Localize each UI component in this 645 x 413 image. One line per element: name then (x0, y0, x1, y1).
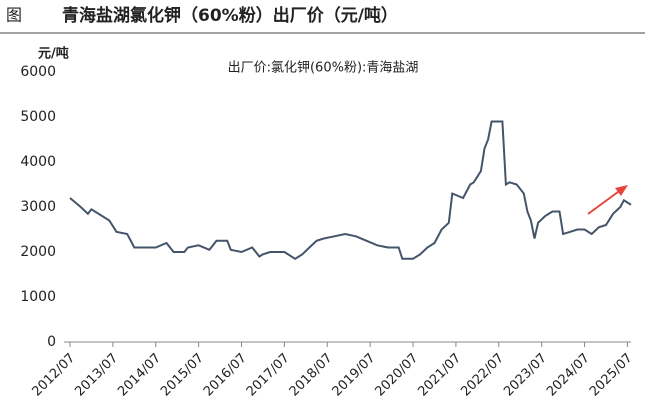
x-tick-label: 2017/07 (244, 351, 293, 400)
y-tick-label: 4000 (20, 154, 56, 170)
x-tick-label: 2015/07 (158, 351, 207, 400)
y-tick-label: 3000 (20, 199, 56, 215)
chart-title: 青海盐湖氯化钾（60%粉）出厂价（元/吨） (62, 5, 398, 26)
x-tick-label: 2024/07 (544, 351, 593, 400)
legend-label: 出厂价:氯化钾(60%粉):青海盐湖 (228, 61, 419, 76)
x-tick-label: 2019/07 (330, 351, 379, 400)
y-tick-label: 0 (47, 334, 56, 350)
figure-label: 图 (6, 6, 22, 25)
x-tick-label: 2021/07 (415, 351, 464, 400)
line-series (69, 120, 632, 260)
y-axis-label: 元/吨 (38, 46, 69, 62)
x-tick-label: 2012/07 (30, 351, 79, 400)
annotation-arrow (587, 188, 623, 215)
x-tick-label: 2018/07 (287, 351, 336, 400)
y-tick-label: 2000 (20, 244, 56, 260)
x-tick-label: 2016/07 (201, 351, 250, 400)
x-tick-label: 2014/07 (115, 351, 164, 400)
y-tick-label: 1000 (20, 289, 56, 305)
annotation-arrowhead (615, 185, 628, 196)
x-tick-label: 2025/07 (587, 351, 636, 400)
y-tick-label: 5000 (20, 109, 56, 125)
x-tick-label: 2020/07 (373, 351, 422, 400)
x-tick-label: 2023/07 (501, 351, 550, 400)
x-tick-label: 2022/07 (458, 351, 507, 400)
x-tick-label: 2013/07 (72, 351, 121, 400)
y-tick-label: 6000 (20, 64, 56, 80)
